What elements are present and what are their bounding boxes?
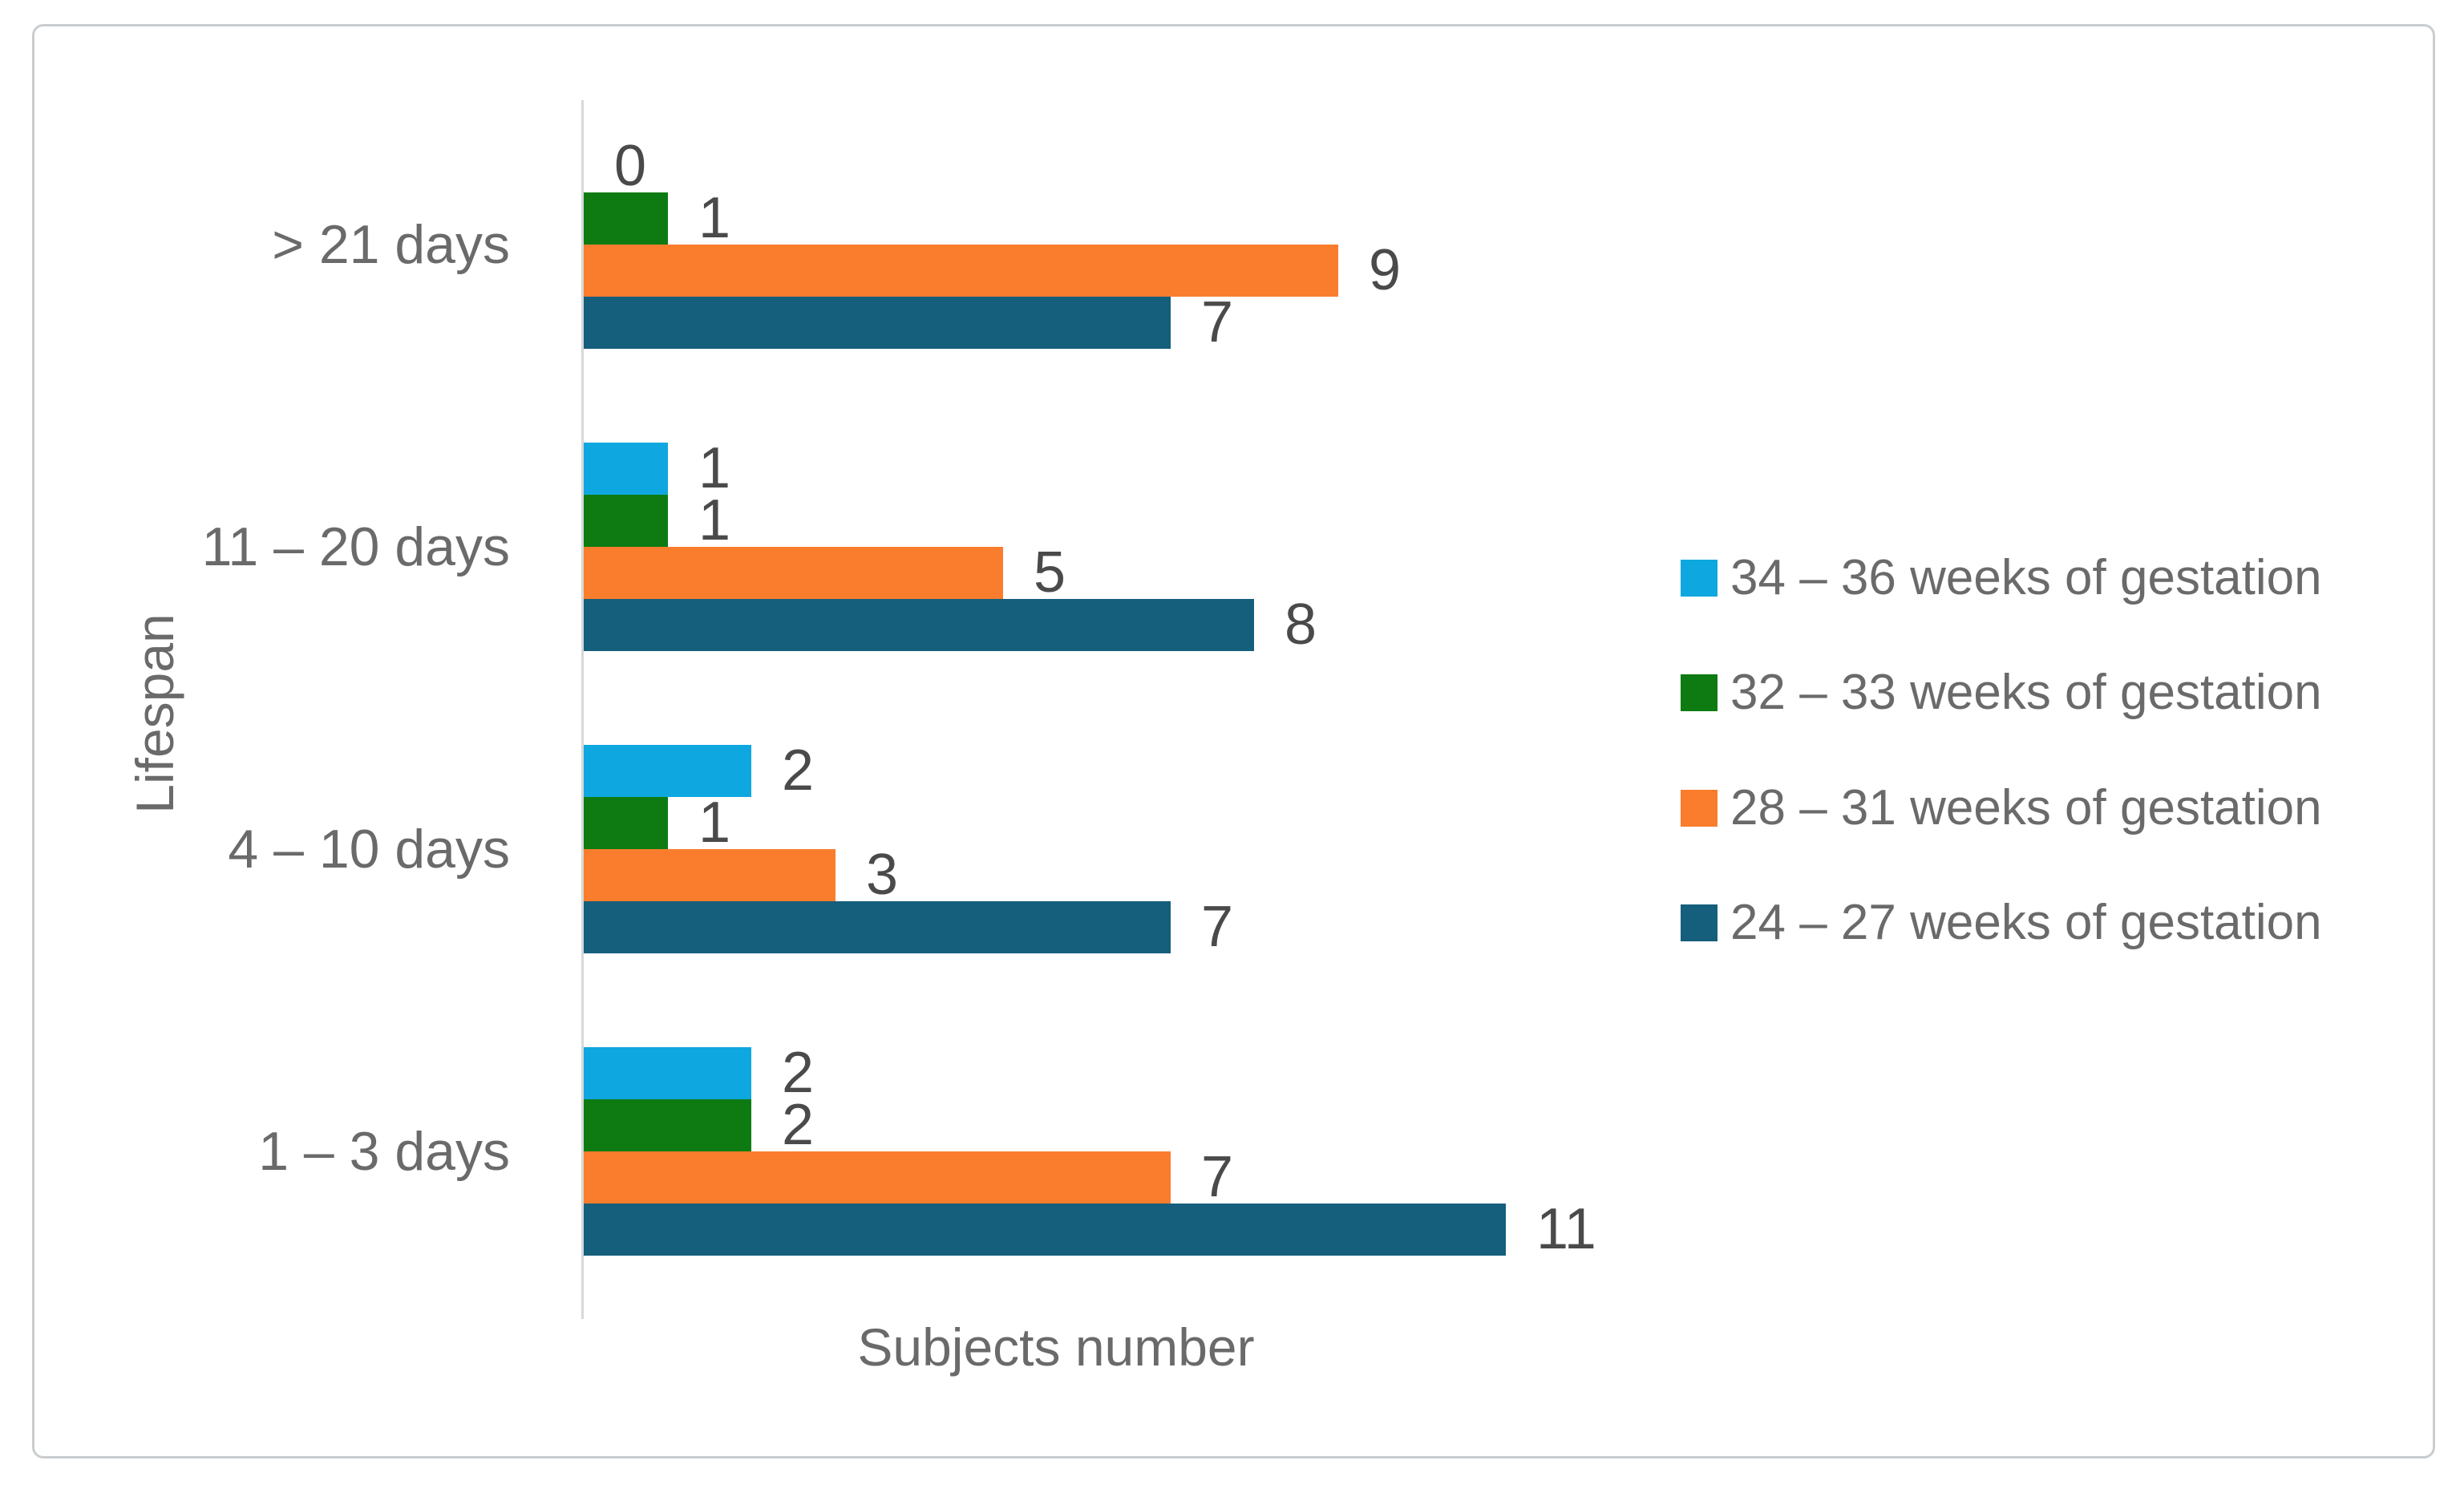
y-axis-line bbox=[581, 100, 584, 1319]
bar bbox=[584, 901, 1171, 953]
bar bbox=[584, 599, 1254, 651]
legend-swatch bbox=[1681, 674, 1718, 711]
bar-value-label: 1 bbox=[698, 186, 731, 250]
bar bbox=[584, 797, 668, 849]
bar-value-label: 7 bbox=[1201, 895, 1234, 959]
bar-value-label: 2 bbox=[782, 1093, 815, 1157]
category-label: 1 – 3 days bbox=[258, 1121, 510, 1182]
bar bbox=[584, 547, 1003, 599]
bar bbox=[584, 245, 1338, 297]
bar bbox=[584, 297, 1171, 349]
legend-label: 34 – 36 weeks of gestation bbox=[1730, 550, 2322, 605]
bar-value-label: 0 bbox=[614, 134, 647, 198]
bar bbox=[584, 849, 835, 901]
category-label: > 21 days bbox=[272, 214, 510, 275]
legend-label: 32 – 33 weeks of gestation bbox=[1730, 665, 2322, 720]
bar bbox=[584, 1204, 1506, 1256]
bar-value-label: 1 bbox=[698, 436, 731, 500]
bar-value-label: 1 bbox=[698, 791, 731, 855]
x-axis-title: Subjects number bbox=[857, 1317, 1255, 1377]
bar-value-label: 5 bbox=[1034, 540, 1066, 605]
bar-value-label: 1 bbox=[698, 488, 731, 552]
bar bbox=[584, 1047, 751, 1099]
bar-value-label: 9 bbox=[1369, 238, 1402, 302]
legend-swatch bbox=[1681, 904, 1718, 941]
bar-value-label: 2 bbox=[782, 1041, 815, 1105]
category-label: 4 – 10 days bbox=[228, 819, 510, 880]
legend-swatch bbox=[1681, 560, 1718, 597]
bar-value-label: 3 bbox=[866, 843, 899, 907]
legend-swatch bbox=[1681, 790, 1718, 827]
legend-label: 24 – 27 weeks of gestation bbox=[1730, 895, 2322, 950]
bar bbox=[584, 745, 751, 797]
legend-label: 28 – 31 weeks of gestation bbox=[1730, 780, 2322, 835]
bar-value-label: 7 bbox=[1201, 290, 1234, 354]
bar-value-label: 7 bbox=[1201, 1145, 1234, 1209]
bar-value-label: 8 bbox=[1285, 593, 1317, 657]
bar bbox=[584, 192, 668, 245]
bar bbox=[584, 495, 668, 547]
bar-value-label: 11 bbox=[1536, 1197, 1596, 1261]
category-label: 11 – 20 days bbox=[201, 516, 510, 577]
bar bbox=[584, 1151, 1171, 1204]
bar bbox=[584, 443, 668, 495]
bar bbox=[584, 1099, 751, 1151]
bar-value-label: 2 bbox=[782, 738, 815, 803]
